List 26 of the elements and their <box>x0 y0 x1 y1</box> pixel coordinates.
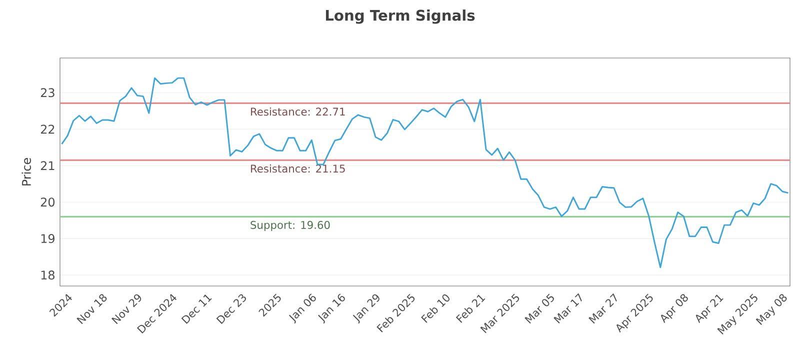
ref-line-label: Resistance: 22.71 <box>251 107 345 116</box>
y-tick-label: 20 <box>40 198 55 207</box>
ref-line-label: Resistance: 21.15 <box>251 164 345 173</box>
y-tick-label: 23 <box>40 88 54 98</box>
x-tick-label: Nov 29 <box>112 294 142 324</box>
y-tick-label: 22 <box>40 124 54 134</box>
y-tick-label: 19 <box>41 234 54 244</box>
line-series <box>61 77 789 268</box>
x-tick-label: Jan 06 <box>288 294 316 324</box>
x-tick-label: Feb 21 <box>456 294 486 323</box>
x-tick-label: Dec 23 <box>216 294 246 324</box>
x-tick-label: Apr 21 <box>696 294 724 324</box>
x-tick-label: Jan 16 <box>318 294 345 324</box>
x-tick-label: Mar 17 <box>554 293 582 324</box>
x-tick-label: Jan 29 <box>352 294 380 324</box>
y-tick-label: 18 <box>41 270 54 280</box>
y-tick-label: 21 <box>40 161 54 170</box>
x-tick-label: Apr 08 <box>660 294 688 324</box>
x-tick-label: Feb 10 <box>421 294 450 323</box>
x-tick-label: Mar 27 <box>588 293 617 324</box>
chart-title: Long Term Signals <box>326 10 475 24</box>
x-tick-label: Dec 11 <box>181 294 212 324</box>
y-axis-title: Price <box>22 158 31 186</box>
x-tick-label: Mar 05 <box>524 294 554 324</box>
x-tick-label: Nov 18 <box>76 294 107 324</box>
ref-line-label: Support: 19.60 <box>250 220 330 232</box>
